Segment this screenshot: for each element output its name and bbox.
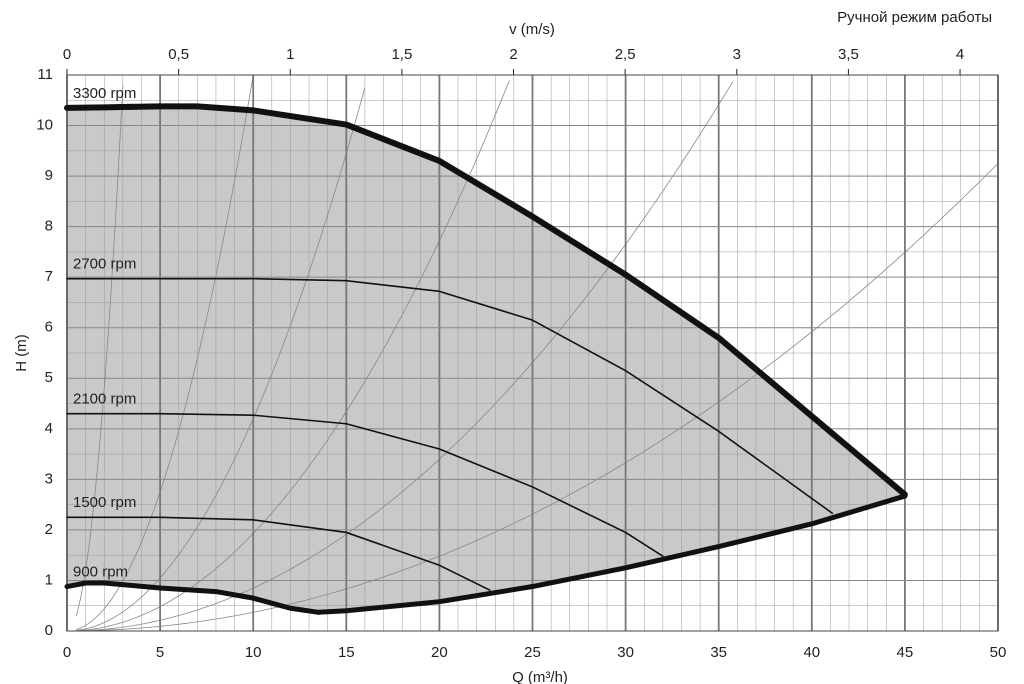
y-tick-label: 7 xyxy=(45,268,53,285)
operating-area xyxy=(67,106,905,613)
y-tick-label: 11 xyxy=(37,66,53,83)
y-tick-label: 4 xyxy=(45,420,53,437)
curve xyxy=(66,516,491,591)
y-tick-label: 2 xyxy=(45,521,53,538)
x-axis-label: Q (m³/h) xyxy=(512,669,568,684)
y-tick-label: 3 xyxy=(45,470,53,487)
system-curve xyxy=(76,87,366,631)
y-tick-label: 0 xyxy=(45,622,53,639)
system-curve xyxy=(76,163,999,632)
x2-tick-label: 0 xyxy=(63,46,71,63)
x2-tick-label: 3 xyxy=(733,46,741,63)
x-tick-label: 45 xyxy=(897,644,914,661)
curve-label: 3300 rpm xyxy=(73,85,136,102)
x2-tick-label: 0,5 xyxy=(168,46,189,63)
y-tick-label: 6 xyxy=(45,319,53,336)
system-curve xyxy=(75,85,124,616)
x-tick-label: 40 xyxy=(803,644,820,661)
x2-tick-label: 1 xyxy=(286,46,294,63)
x-tick-label: 25 xyxy=(524,644,541,661)
y-tick-label: 1 xyxy=(45,571,53,588)
x2-tick-label: 2 xyxy=(509,46,517,63)
y-tick-label: 10 xyxy=(36,117,53,134)
x2-tick-label: 4 xyxy=(956,46,964,63)
system-curve xyxy=(76,74,254,630)
y-axis-label: H (m) xyxy=(13,334,30,372)
curve xyxy=(315,493,908,615)
x-tick-label: 30 xyxy=(617,644,634,661)
y-tick-label: 5 xyxy=(45,369,53,386)
curve xyxy=(64,103,908,498)
y-tick-label: 9 xyxy=(45,167,53,184)
y-tick-label: 8 xyxy=(45,218,53,235)
chart-title: Ручной режим работы xyxy=(837,9,992,26)
plot-frame xyxy=(66,74,999,632)
x2-tick-label: 1,5 xyxy=(391,46,412,63)
x-tick-label: 50 xyxy=(990,644,1007,661)
curve xyxy=(66,412,664,557)
x-tick-label: 0 xyxy=(63,644,71,661)
x-tick-label: 10 xyxy=(245,644,262,661)
system-curve xyxy=(76,80,510,632)
curve xyxy=(64,580,321,615)
curve-label: 2100 rpm xyxy=(73,391,136,408)
system-curve xyxy=(76,81,734,632)
curve xyxy=(66,277,834,515)
curve-label: 900 rpm xyxy=(73,563,128,580)
x-tick-label: 20 xyxy=(431,644,448,661)
x2-axis-label: v (m/s) xyxy=(509,21,555,38)
curve-label: 2700 rpm xyxy=(73,256,136,273)
x-tick-label: 5 xyxy=(156,644,164,661)
x-tick-label: 35 xyxy=(710,644,727,661)
x2-tick-label: 3,5 xyxy=(838,46,859,63)
x2-tick-label: 2,5 xyxy=(615,46,636,63)
curve-label: 1500 rpm xyxy=(73,494,136,511)
x-tick-label: 15 xyxy=(338,644,355,661)
